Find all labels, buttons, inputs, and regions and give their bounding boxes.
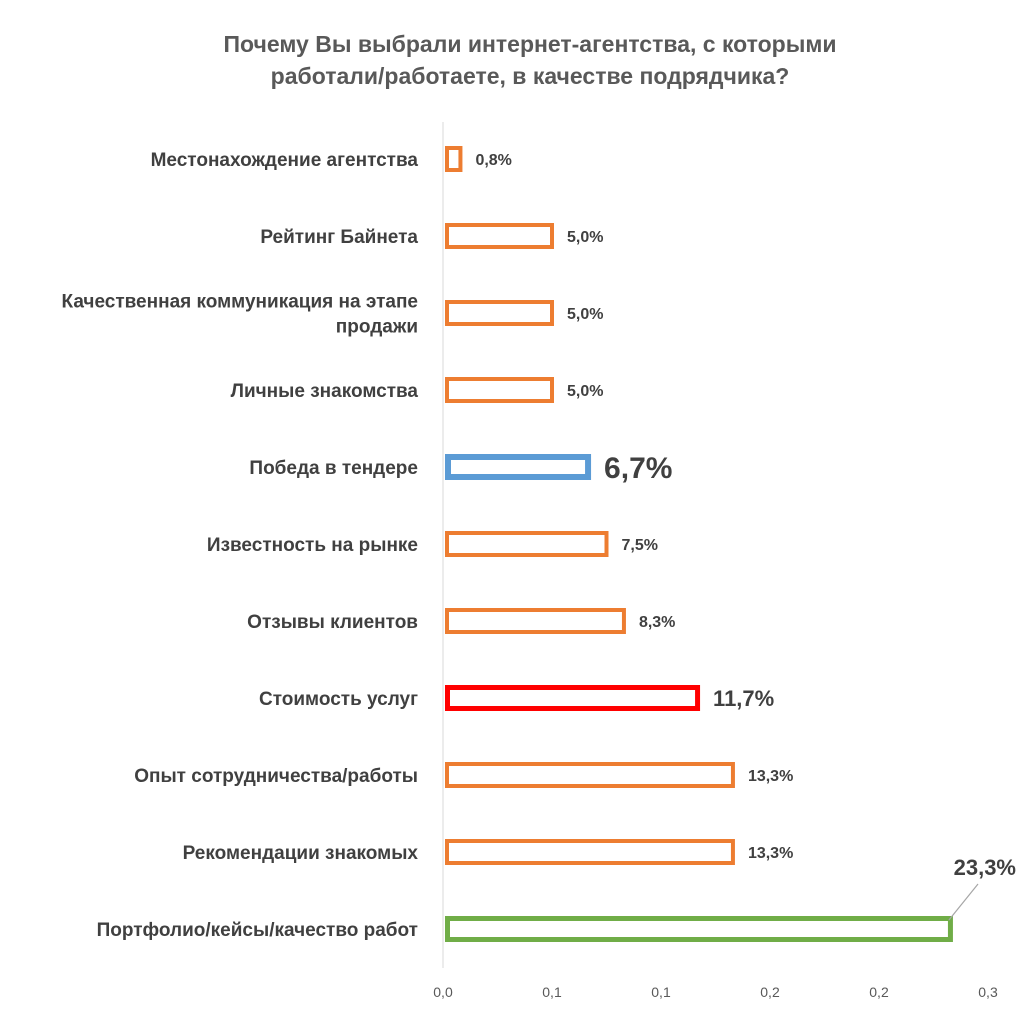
category-labels: Местонахождение агентства Рейтинг Байнета… — [61, 150, 418, 941]
bar-7 — [445, 685, 701, 711]
category-label-3: Личные знакомства — [231, 381, 419, 402]
bar-2 — [445, 300, 554, 326]
data-label-9: 13,3% — [748, 845, 793, 862]
bar-5 — [445, 531, 609, 557]
bar-8 — [445, 762, 735, 788]
category-label-8: Опыт сотрудничества/работы — [134, 766, 418, 787]
data-label-8: 13,3% — [748, 768, 793, 785]
bar-4 — [445, 454, 592, 480]
category-label-2-line-0: Качественная коммуникация на этапе — [61, 292, 418, 313]
category-label-6: Отзывы клиентов — [247, 612, 418, 633]
data-label-2: 5,0% — [567, 306, 603, 323]
data-label-0: 0,8% — [475, 152, 511, 169]
data-label-6: 8,3% — [639, 614, 675, 631]
data-labels: 0,8% 5,0% 5,0% 5,0% 6,7% 7,5% 8,3% 11,7% 13,3% 13… — [475, 152, 1016, 921]
x-tick-label-4: 0,2 — [869, 984, 889, 1000]
bar-6 — [445, 608, 626, 634]
bar-10 — [445, 916, 953, 942]
category-label-1: Рейтинг Байнета — [260, 227, 418, 248]
x-tick-label-1: 0,1 — [542, 984, 562, 1000]
data-label-7: 11,7% — [713, 686, 774, 711]
bar-9 — [445, 839, 735, 865]
data-label-4: 6,7% — [604, 452, 672, 485]
category-label-9: Рекомендации знакомых — [183, 843, 419, 864]
bar-1 — [445, 223, 554, 249]
category-label-10: Портфолио/кейсы/качество работ — [97, 920, 418, 941]
bar-group — [445, 146, 953, 942]
x-tick-label-3: 0,2 — [760, 984, 780, 1000]
x-tick-label-0: 0,0 — [433, 984, 453, 1000]
bar-3 — [445, 377, 554, 403]
category-label-4: Победа в тендере — [249, 458, 418, 479]
data-label-leader-line — [948, 883, 979, 921]
chart-title-line-1: Почему Вы выбрали интернет-агентства, с … — [223, 31, 837, 57]
chart-title-line-2: работали/работаете, в качестве подрядчик… — [270, 63, 790, 89]
bar-0 — [445, 146, 463, 172]
data-label-3: 5,0% — [567, 383, 603, 400]
category-label-5: Известность на рынке — [207, 535, 418, 556]
x-tick-label-5: 0,3 — [978, 984, 998, 1000]
data-label-1: 5,0% — [567, 229, 603, 246]
category-label-0: Местонахождение агентства — [151, 150, 419, 171]
data-label-5: 7,5% — [622, 537, 658, 554]
category-label-2-line-1: продажи — [336, 317, 418, 338]
category-label-7: Стоимость услуг — [259, 689, 418, 710]
x-axis-ticks: 0,0 0,1 0,1 0,2 0,2 0,3 — [433, 984, 998, 1000]
x-tick-label-2: 0,1 — [651, 984, 671, 1000]
chart-title: Почему Вы выбрали интернет-агентства, с … — [120, 28, 940, 92]
data-label-10: 23,3% — [954, 855, 1016, 880]
